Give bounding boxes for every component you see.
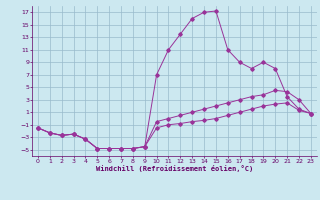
X-axis label: Windchill (Refroidissement éolien,°C): Windchill (Refroidissement éolien,°C) — [96, 165, 253, 172]
